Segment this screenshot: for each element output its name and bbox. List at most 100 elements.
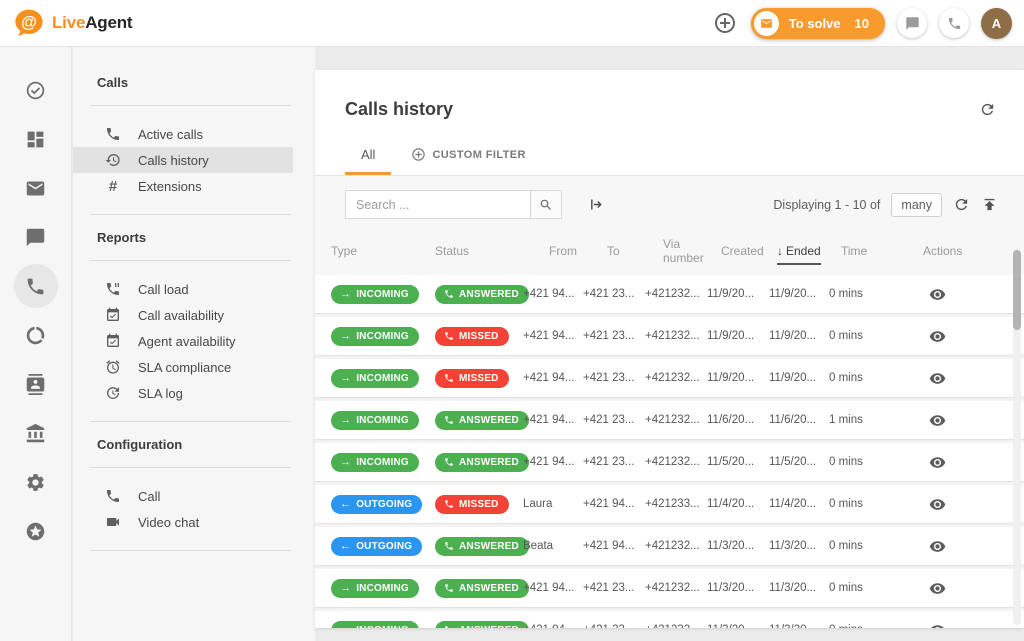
cell-time: 0 mins <box>829 624 885 628</box>
hash-icon: # <box>108 177 118 195</box>
cell-via-number: +421232... <box>645 624 707 628</box>
sidebar-item-active-calls[interactable]: Active calls <box>73 121 293 147</box>
tab-all[interactable]: All <box>345 134 392 175</box>
expand-filter-button[interactable] <box>589 196 606 213</box>
rail-item-chat[interactable] <box>14 215 58 259</box>
sidebar-item-calls-history[interactable]: Calls history <box>73 147 293 173</box>
refresh-list-button[interactable] <box>953 196 970 213</box>
total-count-chip[interactable]: many <box>891 192 942 217</box>
rail-item-bank[interactable] <box>14 411 58 455</box>
view-call-button[interactable] <box>929 454 946 471</box>
col-created[interactable]: Created <box>721 244 764 258</box>
cell-created: 11/9/20... <box>707 372 755 384</box>
liveagent-logo[interactable]: @ LiveAgent <box>12 6 133 40</box>
cell-ended: 11/3/20... <box>769 624 829 628</box>
avatar[interactable]: A <box>981 7 1012 39</box>
view-call-button[interactable] <box>929 496 946 513</box>
rail-item-gear[interactable] <box>14 460 58 504</box>
rail-item-phone[interactable] <box>13 264 58 308</box>
rail-item-mail[interactable] <box>14 166 58 210</box>
type-badge: →INCOMING <box>331 326 419 346</box>
sidebar-item-sla-compliance[interactable]: SLA compliance <box>73 354 293 380</box>
rail-item-star-circle[interactable] <box>14 509 58 553</box>
rail-item-check-circle[interactable] <box>14 68 58 112</box>
cell-time: 0 mins <box>829 582 863 594</box>
phone-icon <box>445 290 453 298</box>
sort-desc-icon: ↓ <box>777 244 783 258</box>
col-ended-sorted[interactable]: ↓ Ended <box>769 244 829 265</box>
eye-icon <box>929 414 946 426</box>
sidebar-item-label: Call <box>138 488 161 504</box>
view-call-button[interactable] <box>929 622 946 628</box>
rail-item-dashboard[interactable] <box>14 117 58 161</box>
sidebar-item-call-load[interactable]: Call load <box>73 276 293 302</box>
search-input[interactable] <box>345 190 530 219</box>
refresh-icon <box>981 103 994 115</box>
table-row[interactable]: ← OUTGOING MISSED Laura +421 94... +421233...… <box>315 485 1024 524</box>
col-from[interactable]: From <box>549 244 577 258</box>
cell-time: 0 mins <box>829 330 863 342</box>
donut-icon <box>26 326 45 344</box>
type-badge: →INCOMING <box>331 620 419 628</box>
table-row[interactable]: ← OUTGOING ANSWERED Beata +421 94... +421232.… <box>315 527 1024 566</box>
col-status[interactable]: Status <box>435 244 470 258</box>
search-button[interactable] <box>530 190 562 219</box>
view-call-button[interactable] <box>929 286 946 303</box>
sidebar-item-label: Calls history <box>138 152 209 168</box>
rail-item-contacts[interactable] <box>14 362 58 406</box>
sidebar-item-call-availability[interactable]: Call availability <box>73 302 293 328</box>
scrollbar-thumb[interactable] <box>1013 250 1021 330</box>
cell-to: +421 23... <box>583 372 635 384</box>
view-call-button[interactable] <box>929 538 946 555</box>
table-scrollbar[interactable] <box>1013 249 1021 625</box>
col-type[interactable]: Type <box>331 244 358 258</box>
sidebar-item-video-chat[interactable]: Video chat <box>73 509 293 535</box>
tab-custom-filter[interactable]: CUSTOM FILTER <box>395 134 541 175</box>
view-call-button[interactable] <box>929 412 946 429</box>
cell-via-number: +421233... <box>645 498 700 510</box>
table-row[interactable]: → INCOMING MISSED +421 94... +421 23... +4212… <box>315 317 1024 356</box>
cell-time: 0 mins <box>829 540 863 552</box>
sidebar-item-label: Active calls <box>138 126 204 142</box>
cell-to: +421 23... <box>583 456 635 468</box>
divider <box>90 550 291 551</box>
phone-icon <box>445 458 453 466</box>
cell-via-number: +421232... <box>645 372 700 384</box>
sidebar-item-call[interactable]: Call <box>73 483 293 509</box>
dashboard-icon <box>27 131 44 147</box>
cell-time: 0 mins <box>829 456 863 468</box>
cell-to: +421 94... <box>583 498 635 510</box>
to-solve-button[interactable]: To solve 10 <box>750 7 885 39</box>
calls-button[interactable] <box>939 8 969 38</box>
add-new-button[interactable] <box>711 9 739 37</box>
table-row[interactable]: → INCOMING MISSED +421 94... +421 23... +4212… <box>315 359 1024 398</box>
arrow-right-icon: → <box>340 329 352 342</box>
eye-icon <box>929 372 946 384</box>
view-call-button[interactable] <box>929 328 946 345</box>
chat-bubble-icon <box>905 16 919 30</box>
cell-to: +421 23... <box>583 414 635 426</box>
sidebar-item-extensions[interactable]: # Extensions <box>73 173 293 199</box>
col-time[interactable]: Time <box>841 244 868 258</box>
phone-icon <box>445 626 448 628</box>
view-call-button[interactable] <box>929 580 946 597</box>
chats-button[interactable] <box>897 8 927 38</box>
scroll-to-top-button[interactable] <box>981 196 998 213</box>
sidebar-item-label: SLA log <box>138 385 183 401</box>
col-via-number[interactable]: Via number <box>663 237 704 265</box>
rail-item-donut[interactable] <box>14 313 58 357</box>
col-to[interactable]: To <box>607 244 620 258</box>
cell-from: Laura <box>523 498 553 510</box>
sidebar-item-agent-availability[interactable]: Agent availability <box>73 328 293 354</box>
view-call-button[interactable] <box>929 370 946 387</box>
sidebar-item-sla-log[interactable]: SLA log <box>73 380 293 406</box>
cell-to: +421 23... <box>583 624 645 628</box>
refresh-button[interactable] <box>979 101 996 118</box>
cell-ended: 11/9/20... <box>769 372 817 384</box>
phone-icon <box>445 374 453 382</box>
